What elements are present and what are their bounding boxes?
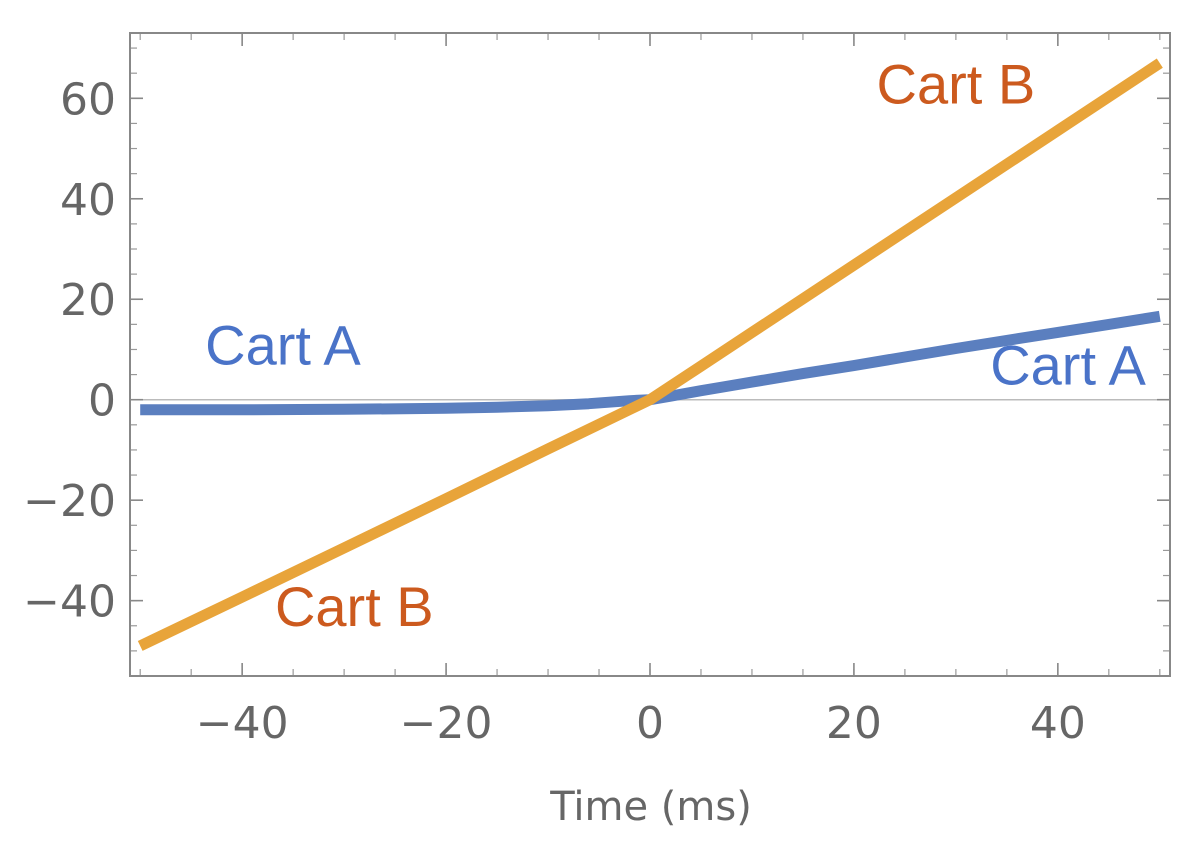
x-tick-label: −40 bbox=[196, 698, 289, 749]
y-tick-labels: −40 −20 0 20 40 60 bbox=[23, 74, 116, 627]
x-tick-label: 0 bbox=[636, 698, 664, 749]
series-line-cart-b bbox=[137, 58, 1163, 651]
x-tick-label: 40 bbox=[1030, 698, 1086, 749]
y-tick-label: 40 bbox=[60, 175, 116, 226]
y-tick-label: 20 bbox=[60, 275, 116, 326]
series-line-cart-a bbox=[140, 310, 1161, 416]
y-tick-label: −40 bbox=[23, 577, 116, 628]
series-lines bbox=[137, 58, 1163, 651]
series-annotations: Cart A Cart A Cart B Cart B bbox=[205, 52, 1146, 637]
series-label-cart-b: Cart B bbox=[275, 575, 434, 638]
x-tick-label: −20 bbox=[400, 698, 493, 749]
x-axis-title: Time (ms) bbox=[549, 784, 752, 830]
major-ticks bbox=[130, 33, 1170, 676]
x-tick-label: 20 bbox=[826, 698, 882, 749]
y-tick-label: 0 bbox=[88, 376, 116, 427]
y-tick-label: 60 bbox=[60, 74, 116, 125]
series-label-cart-a: Cart A bbox=[205, 314, 361, 377]
series-label-cart-a: Cart A bbox=[990, 334, 1146, 397]
x-tick-labels: −40 −20 0 20 40 bbox=[196, 698, 1086, 749]
y-tick-label: −20 bbox=[23, 476, 116, 527]
series-label-cart-b: Cart B bbox=[877, 52, 1036, 115]
